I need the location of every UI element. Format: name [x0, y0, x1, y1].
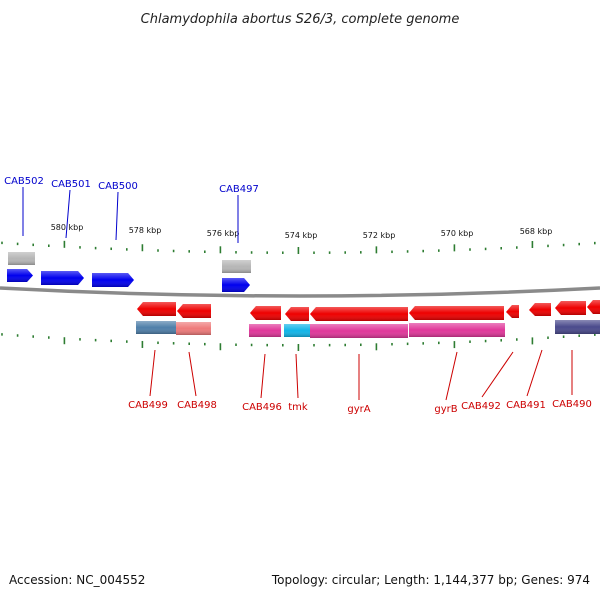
gene-label-gyrb[interactable]: gyrB [434, 404, 457, 415]
map-title: Chlamydophila abortus S26/3, complete ge… [141, 12, 460, 27]
gene-label-cab502[interactable]: CAB502 [4, 176, 44, 187]
gene-label-gyra[interactable]: gyrA [347, 404, 370, 415]
scale-label-574: 574 kbp [285, 231, 318, 240]
forward-gray-features [8, 252, 251, 273]
gene-label-cab491[interactable]: CAB491 [506, 400, 546, 411]
reverse-feature-bars [136, 320, 600, 338]
reverse-label-lines [149, 349, 573, 401]
gene-label-tmk[interactable]: tmk [288, 402, 308, 413]
gene-label-cab496[interactable]: CAB496 [242, 402, 282, 413]
forward-gene-arrows [7, 269, 250, 292]
genome-backbone [0, 286, 600, 298]
tick-row-bottom [1, 333, 596, 351]
scale-label-578: 578 kbp [129, 226, 162, 235]
gene-label-cab499[interactable]: CAB499 [128, 400, 168, 411]
forward-label-lines [22, 187, 239, 243]
scale-label-568: 568 kbp [520, 227, 553, 236]
gene-label-cab500[interactable]: CAB500 [98, 181, 138, 192]
gene-label-cab492[interactable]: CAB492 [461, 401, 501, 412]
reverse-gene-arrows [137, 300, 600, 321]
gene-label-cab498[interactable]: CAB498 [177, 400, 217, 411]
scale-label-570: 570 kbp [441, 229, 474, 238]
scale-label-572: 572 kbp [363, 231, 396, 240]
tick-row-top [1, 240, 596, 254]
topology-summary: Topology: circular; Length: 1,144,377 bp… [271, 573, 590, 587]
gene-label-cab501[interactable]: CAB501 [51, 179, 91, 190]
gene-label-cab490[interactable]: CAB490 [552, 399, 592, 410]
gene-label-cab497[interactable]: CAB497 [219, 184, 259, 195]
accession-text: Accession: NC_004552 [9, 573, 146, 587]
scale-label-576: 576 kbp [207, 229, 240, 238]
